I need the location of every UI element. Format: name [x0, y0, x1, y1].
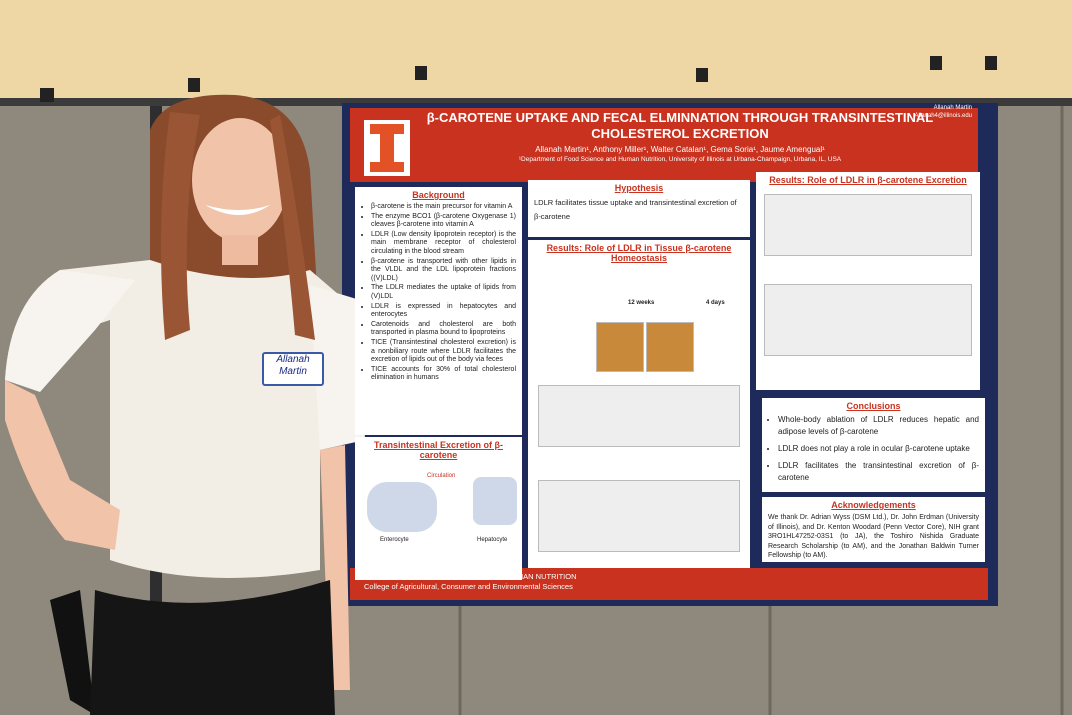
tice-panel: Transintestinal Excretion of β-carotene …	[355, 437, 522, 580]
bullet-item: TICE accounts for 30% of total cholester…	[371, 366, 516, 383]
hepatocyte-figure	[473, 477, 517, 525]
bullet-item: β-carotene is transported with other lip…	[371, 258, 516, 284]
heading: Results: Role of LDLR in β-carotene Excr…	[769, 175, 967, 185]
bullet-item: The enzyme BCO1 (β-carotene Oxygenase 1)…	[371, 213, 516, 230]
figure-label: 4 days	[706, 300, 725, 306]
heading: Conclusions	[846, 401, 901, 411]
affiliation: ¹Department of Food Science and Human Nu…	[518, 156, 842, 163]
conclusions-panel: Conclusions Whole-body ablation of LDLR …	[762, 398, 985, 492]
bullet-item: LDLR does not play a role in ocular β-ca…	[778, 443, 979, 455]
hypothesis-panel: Hypothesis LDLR facilitates tissue uptak…	[528, 180, 750, 237]
hypothesis-text: LDLR facilitates tissue uptake and trans…	[534, 198, 737, 221]
figure-charts	[764, 284, 972, 356]
results-tissue-panel: Results: Role of LDLR in Tissue β-carote…	[528, 240, 750, 568]
acknowledgements-panel: Acknowledgements We thank Dr. Adrian Wys…	[762, 497, 985, 562]
name-tag-line: Allanah	[276, 354, 310, 365]
bullet-item: The LDLR mediates the uptake of lipids f…	[371, 284, 516, 301]
heading: Transintestinal Excretion of β-carotene	[373, 440, 504, 460]
contact-email: Allanah4@illinois.edu	[914, 113, 972, 119]
poster-title: β-CAROTENE UPTAKE AND FECAL ELMINNATION …	[426, 110, 934, 141]
background-panel: Background β-carotene is the main precur…	[355, 187, 522, 435]
name-tag: Allanah Martin	[262, 352, 324, 386]
bullet-item: LDLR facilitates the transintestinal exc…	[778, 460, 979, 484]
bullet-item: Whole-body ablation of LDLR reduces hepa…	[778, 414, 979, 438]
bullet-list: β-carotene is the main precursor for vit…	[361, 203, 516, 383]
heading: Hypothesis	[614, 183, 664, 193]
figure-label: 12 weeks	[628, 300, 655, 306]
figure-charts	[538, 385, 740, 447]
results-excretion-panel: Results: Role of LDLR in β-carotene Excr…	[756, 172, 980, 390]
figure-label: Hepatocyte	[477, 537, 508, 543]
name-tag-line: Martin	[279, 366, 307, 377]
figure-label: Enterocyte	[380, 537, 409, 543]
heading: Background	[412, 190, 465, 200]
footer-line: DEPARTMENT OF FOOD SCIENCE AND HUMAN NUT…	[364, 572, 577, 581]
contact-name: Allanah Martin	[933, 105, 972, 111]
bullet-item: TICE (Transintestinal cholesterol excret…	[371, 339, 516, 365]
enterocyte-figure	[367, 482, 437, 532]
bullet-item: LDLR is expressed in hepatocytes and ent…	[371, 303, 516, 320]
footer-line: College of Agricultural, Consumer and En…	[364, 582, 573, 591]
acknowledgements-text: We thank Dr. Adrian Wyss (DSM Ltd.), Dr.…	[768, 514, 979, 559]
poster-footer: DEPARTMENT OF FOOD SCIENCE AND HUMAN NUT…	[364, 572, 577, 592]
authors: Allanah Martin¹, Anthony Miller¹, Walter…	[535, 145, 825, 154]
bullet-item: Carotenoids and cholesterol are both tra…	[371, 321, 516, 338]
contact: Allanah Martin Allanah4@illinois.edu	[900, 104, 972, 120]
figure-image	[646, 322, 694, 372]
bullet-item: β-carotene is the main precursor for vit…	[371, 203, 516, 212]
heading: Acknowledgements	[831, 500, 916, 510]
figure-image	[596, 322, 644, 372]
figure-charts	[764, 194, 972, 256]
bullet-list: Whole-body ablation of LDLR reduces hepa…	[768, 414, 979, 484]
heading: Results: Role of LDLR in Tissue β-carote…	[546, 243, 732, 263]
figure-charts	[538, 480, 740, 552]
poster-header: β-CAROTENE UPTAKE AND FECAL ELMINNATION …	[420, 110, 940, 163]
bullet-item: LDLR (Low density lipoprotein receptor) …	[371, 231, 516, 257]
figure-label: Circulation	[427, 473, 456, 479]
